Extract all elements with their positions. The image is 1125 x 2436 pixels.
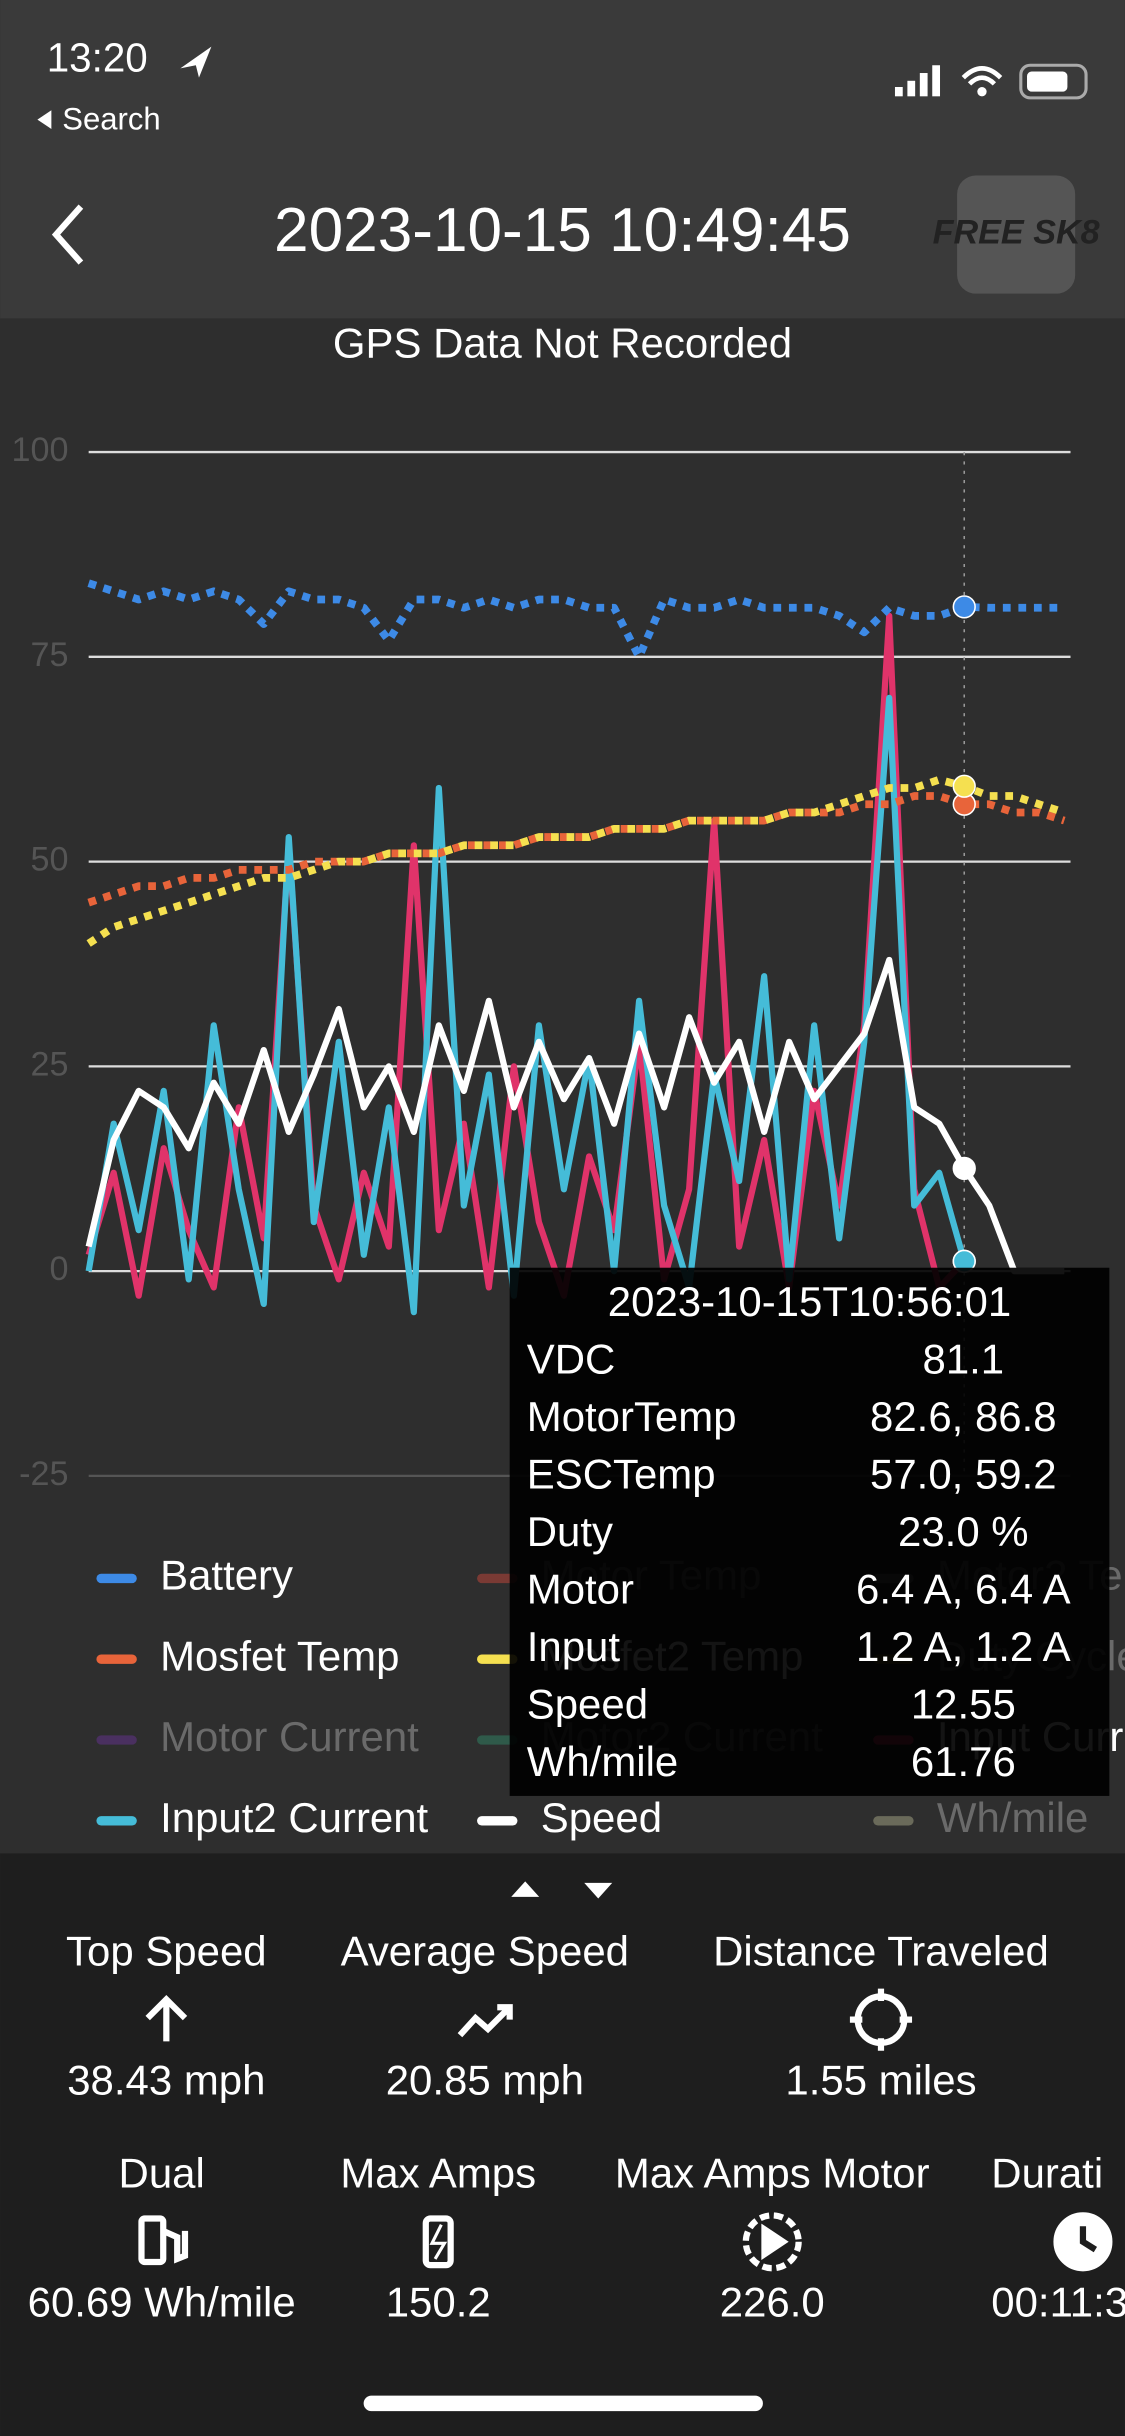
selected-point xyxy=(952,1156,976,1180)
logo-mark: FREE SK8 xyxy=(933,214,1100,252)
stat-value: 38.43 mph xyxy=(67,2056,265,2103)
tooltip-value: 81.1 xyxy=(923,1336,1005,1383)
tooltip-value: 6.4 A, 6.4 A xyxy=(856,1565,1071,1612)
back-app-icon xyxy=(37,110,52,129)
tooltip-title: 2023-10-15T10:56:01 xyxy=(608,1278,1011,1325)
stats-bg xyxy=(0,1853,1125,2436)
stat-value: 1.55 miles xyxy=(785,2056,976,2103)
y-tick-label: 100 xyxy=(11,431,68,469)
stat-label: Max Amps Motor xyxy=(615,2150,930,2197)
tooltip-label: VDC xyxy=(527,1336,616,1383)
wifi-dot xyxy=(977,87,987,97)
stat-value: 20.85 mph xyxy=(386,2056,584,2103)
legend-label: Speed xyxy=(541,1794,662,1841)
series-line xyxy=(87,579,1065,661)
tooltip-value: 57.0, 59.2 xyxy=(870,1451,1057,1498)
tooltip-label: ESCTemp xyxy=(527,1451,716,1498)
stat-label: Top Speed xyxy=(66,1927,267,1974)
gps-note: GPS Data Not Recorded xyxy=(333,320,792,367)
y-tick-label: -25 xyxy=(19,1455,68,1493)
tooltip-value: 61.76 xyxy=(911,1738,1016,1785)
selected-point xyxy=(952,595,976,619)
tooltip-value: 82.6, 86.8 xyxy=(870,1393,1057,1440)
stats: Top Speed 38.43 mph Average Speed 20.85 mph… xyxy=(28,1927,1125,2325)
stat-label: Durati xyxy=(991,2150,1103,2197)
legend-label: Battery xyxy=(160,1552,293,1599)
selected-point xyxy=(952,774,976,798)
stat-value: 226.0 xyxy=(720,2279,825,2326)
y-tick-label: 0 xyxy=(49,1250,68,1288)
back-app[interactable]: Search xyxy=(62,101,160,136)
logo[interactable] xyxy=(957,175,1076,294)
tooltip: 2023-10-15T10:56:01 VDC 81.1 MotorTemp 82.6,… xyxy=(509,1267,1110,1796)
series-line xyxy=(85,694,968,1316)
stat-label: Average Speed xyxy=(341,1927,629,1974)
stat-value: 00:11:3 xyxy=(991,2279,1125,2326)
y-tick-label: 50 xyxy=(30,841,68,879)
stat-value: 150.2 xyxy=(386,2279,491,2326)
back-button[interactable] xyxy=(51,204,84,265)
legend-label: Wh/mile xyxy=(937,1794,1088,1841)
battery-icon xyxy=(1019,63,1088,100)
legend-label: Motor Current xyxy=(160,1713,419,1760)
stat-label: Dual xyxy=(119,2150,205,2197)
tooltip-label: Wh/mile xyxy=(527,1738,678,1785)
legend-label: Input2 Current xyxy=(160,1794,428,1841)
tooltip-value: 12.55 xyxy=(911,1680,1016,1727)
page-title: 2023-10-15 10:49:45 xyxy=(274,196,851,265)
series-line xyxy=(87,792,1066,907)
tooltip-label: Speed xyxy=(527,1680,648,1727)
y-tick-label: 75 xyxy=(30,636,68,674)
stat-icons xyxy=(138,1988,1113,2272)
header-bg xyxy=(0,0,1125,319)
tooltip-label: Motor xyxy=(527,1565,634,1612)
stat-label: Distance Traveled xyxy=(713,1927,1049,1974)
legend-label: Mosfet Temp xyxy=(160,1632,399,1679)
tooltip-label: Duty xyxy=(527,1508,613,1555)
stat-label: Max Amps xyxy=(340,2150,536,2197)
tooltip-box xyxy=(509,1267,1110,1796)
tooltip-value: 1.2 A, 1.2 A xyxy=(856,1623,1071,1670)
stat-value: 60.69 Wh/mile xyxy=(28,2279,296,2326)
series-line xyxy=(85,956,1065,1275)
expand-arrows[interactable] xyxy=(511,1881,613,1899)
status-time: 13:20 xyxy=(47,34,148,80)
y-tick-label: 25 xyxy=(30,1045,68,1083)
tooltip-value: 23.0 % xyxy=(898,1508,1029,1555)
wifi-icon xyxy=(961,66,1003,86)
tooltip-label: Input xyxy=(527,1623,621,1670)
chart: -25 0 25 50 75 100 xyxy=(11,431,1071,1493)
tooltip-label: MotorTemp xyxy=(527,1393,737,1440)
signal-icon xyxy=(894,65,941,97)
battery-level xyxy=(1027,71,1068,92)
home-indicator xyxy=(363,2395,763,2412)
location-icon xyxy=(180,46,212,78)
series-line xyxy=(86,775,1066,947)
